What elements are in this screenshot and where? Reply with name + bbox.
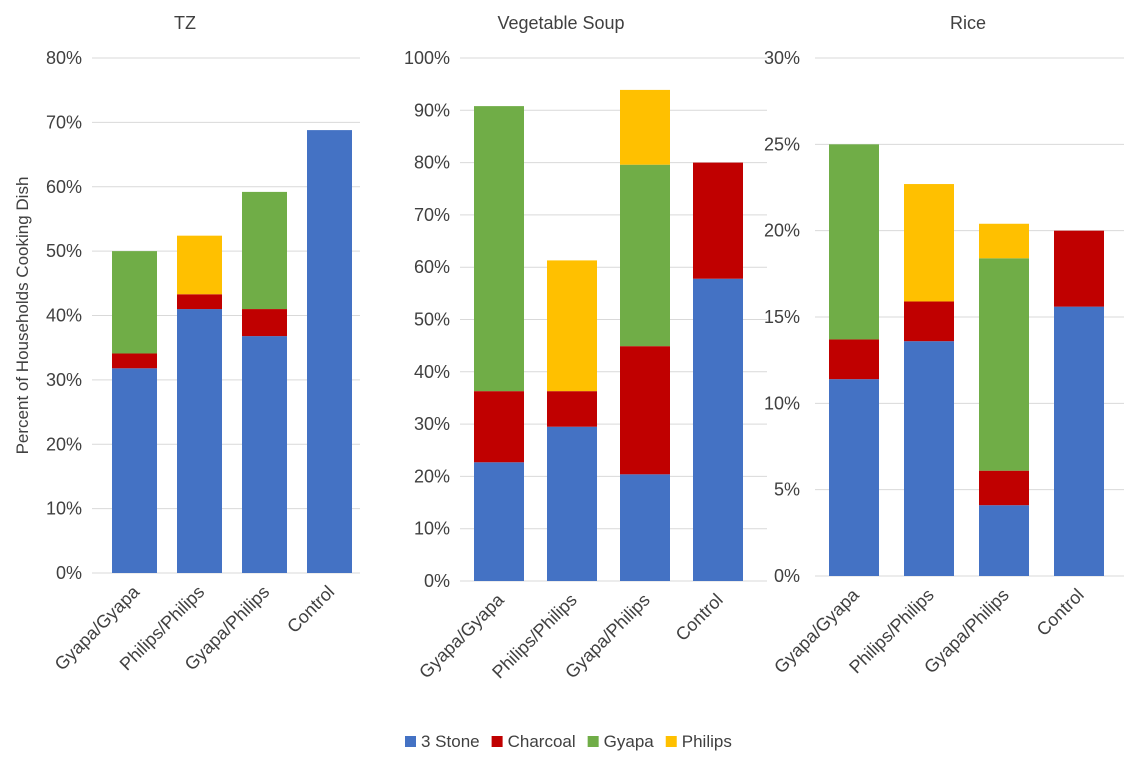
y-tick-label: 60%	[414, 257, 450, 277]
y-tick-label: 90%	[414, 100, 450, 120]
y-tick-label: 10%	[764, 393, 800, 413]
bar-segment-charcoal	[620, 346, 670, 475]
bar-segment-charcoal	[547, 391, 597, 427]
bar-segment-gyapa	[112, 251, 157, 354]
legend-swatch	[491, 736, 503, 747]
y-tick-label: 5%	[774, 480, 800, 500]
bar-segment-3-stone	[904, 341, 954, 576]
y-tick-label: 0%	[56, 563, 82, 583]
bar-segment-charcoal	[904, 301, 954, 342]
chart-panel-2: Rice0%5%10%15%20%25%30%Gyapa/GyapaPhilip…	[764, 13, 1124, 677]
y-tick-label: 25%	[764, 134, 800, 154]
x-category-label: Control	[1033, 585, 1088, 640]
panel-title: TZ	[174, 13, 196, 33]
y-tick-label: 70%	[414, 205, 450, 225]
y-tick-label: 50%	[46, 241, 82, 261]
y-tick-label: 20%	[414, 466, 450, 486]
y-tick-label: 60%	[46, 177, 82, 197]
bar-segment-gyapa	[829, 144, 879, 340]
legend-swatch	[405, 736, 416, 747]
bar-segment-3-stone	[242, 336, 287, 573]
bar-segment-gyapa	[979, 258, 1029, 471]
bar-segment-3-stone	[177, 309, 222, 573]
y-tick-label: 30%	[764, 48, 800, 68]
legend-item: Charcoal	[491, 732, 576, 751]
legend-item: Gyapa	[587, 732, 655, 751]
x-category-label: Control	[672, 590, 727, 645]
bar-segment-charcoal	[829, 339, 879, 380]
bar-segment-3-stone	[474, 462, 524, 581]
legend: 3 Stone Charcoal Gyapa Philips	[405, 732, 732, 751]
bar-segment-3-stone	[829, 379, 879, 576]
legend-label: Charcoal	[508, 732, 576, 751]
bar-segment-philips	[620, 89, 670, 165]
bar-segment-philips	[904, 184, 954, 302]
bar-segment-3-stone	[307, 130, 352, 573]
y-tick-label: 70%	[46, 112, 82, 132]
y-tick-label: 40%	[414, 362, 450, 382]
bar-segment-charcoal	[1054, 230, 1104, 307]
x-category-label: Control	[283, 582, 338, 637]
legend-swatch	[587, 736, 599, 747]
panel-title: Rice	[950, 13, 986, 33]
bar-segment-charcoal	[242, 309, 287, 337]
bar-segment-philips	[979, 223, 1029, 259]
panel-title: Vegetable Soup	[497, 13, 624, 33]
bar-segment-charcoal	[112, 353, 157, 369]
y-tick-label: 30%	[46, 370, 82, 390]
bar-segment-3-stone	[693, 278, 743, 581]
y-tick-label: 10%	[414, 519, 450, 539]
bar-segment-charcoal	[693, 162, 743, 279]
legend-item: Philips	[665, 732, 732, 751]
y-tick-label: 20%	[764, 221, 800, 241]
bar-segment-3-stone	[620, 474, 670, 581]
y-tick-label: 10%	[46, 499, 82, 519]
y-tick-label: 30%	[414, 414, 450, 434]
legend-label: Gyapa	[604, 732, 655, 751]
y-tick-label: 100%	[404, 48, 450, 68]
y-tick-label: 0%	[774, 566, 800, 586]
y-tick-label: 50%	[414, 310, 450, 330]
bar-segment-charcoal	[979, 470, 1029, 506]
bar-segment-philips	[547, 260, 597, 392]
legend-swatch	[665, 736, 677, 747]
bar-segment-3-stone	[547, 426, 597, 581]
chart-panels: TZ 0% 10% 20% 30% 40% 50% 60% 70% 80% Percent of H…	[13, 13, 1124, 682]
bar-segment-philips	[177, 235, 222, 295]
bar-segment-charcoal	[474, 391, 524, 463]
bar-segment-3-stone	[1054, 306, 1104, 576]
y-axis-title: Percent of Households Cooking Dish	[13, 177, 32, 455]
legend-label: 3 Stone	[421, 732, 480, 751]
y-tick-label: 0%	[424, 571, 450, 591]
bar-segment-3-stone	[112, 368, 157, 573]
bar-segment-gyapa	[242, 191, 287, 310]
bar-segment-charcoal	[177, 294, 222, 310]
bar-segment-gyapa	[474, 106, 524, 392]
y-tick-label: 80%	[46, 48, 82, 68]
chart-panel-1: Vegetable Soup 0% 10% 20% 30% 40% 50% 60% 70% 80%…	[404, 13, 767, 682]
legend-item: 3 Stone	[405, 732, 480, 751]
y-tick-label: 40%	[46, 306, 82, 326]
y-tick-label: 20%	[46, 434, 82, 454]
bar-segment-gyapa	[620, 164, 670, 347]
bar-segment-3-stone	[979, 505, 1029, 576]
y-tick-label: 15%	[764, 307, 800, 327]
y-tick-label: 80%	[414, 153, 450, 173]
legend-label: Philips	[682, 732, 732, 751]
chart-panel-0: TZ 0% 10% 20% 30% 40% 50% 60% 70% 80% Percent of H…	[13, 13, 360, 674]
